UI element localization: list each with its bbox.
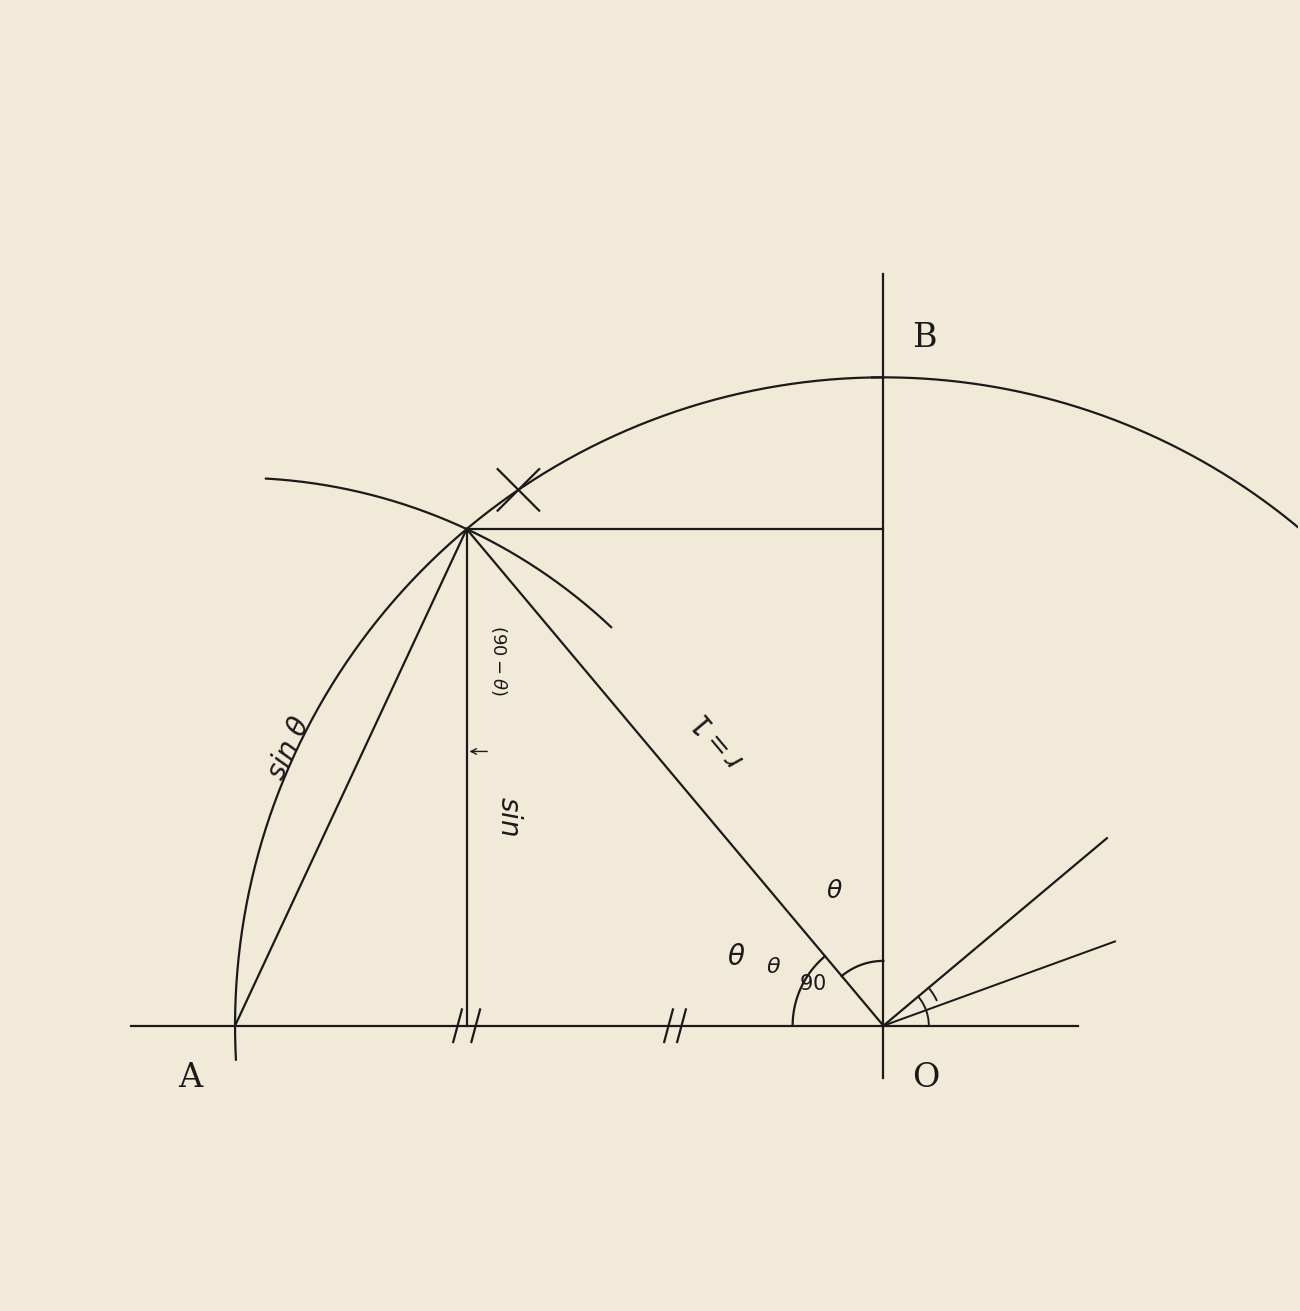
Text: $\theta$: $\theta$: [766, 956, 781, 978]
Text: $sin\ \theta$: $sin\ \theta$: [264, 713, 316, 785]
Text: $sin$: $sin$: [494, 796, 521, 836]
Text: A: A: [178, 1062, 203, 1093]
Text: B: B: [911, 323, 936, 354]
Text: $\theta$: $\theta$: [727, 944, 746, 970]
Text: $\theta$: $\theta$: [827, 880, 842, 903]
Text: $(90-\theta)$: $(90-\theta)$: [489, 625, 510, 696]
Text: $r=1$: $r=1$: [689, 707, 750, 772]
Text: O: O: [911, 1062, 940, 1093]
Text: $90$: $90$: [798, 974, 826, 994]
